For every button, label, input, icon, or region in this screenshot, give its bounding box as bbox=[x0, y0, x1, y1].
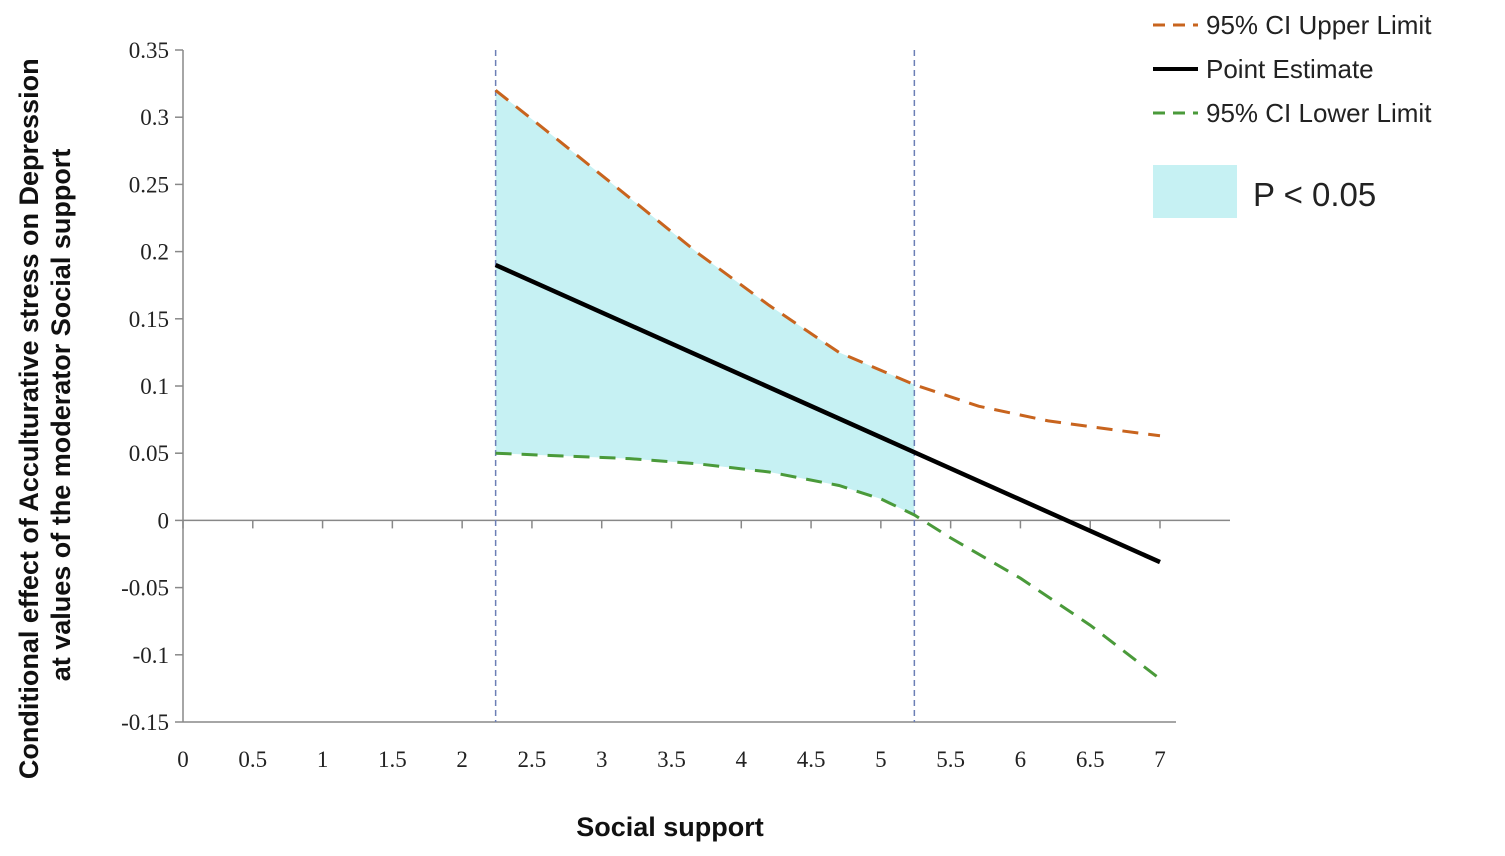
x-tick-label: 2 bbox=[456, 747, 468, 772]
x-tick-label: 4.5 bbox=[797, 747, 826, 772]
x-tick-label: 3 bbox=[596, 747, 608, 772]
x-axis-title: Social support bbox=[576, 812, 764, 842]
y-tick-label: -0.15 bbox=[121, 710, 169, 735]
y-tick-label: -0.1 bbox=[133, 643, 169, 668]
x-tick-label: 2.5 bbox=[518, 747, 547, 772]
y-axis-title-line-1: Conditional effect of Acculturative stre… bbox=[14, 58, 44, 779]
series-line-upper bbox=[494, 89, 1161, 438]
y-tick-label: 0.05 bbox=[129, 441, 169, 466]
x-tick-label: 5.5 bbox=[936, 747, 965, 772]
axes bbox=[175, 49, 1230, 723]
legend: 95% CI Upper Limit Point Estimate 95% CI… bbox=[1153, 10, 1432, 218]
x-tick-label: 4 bbox=[736, 747, 748, 772]
x-tick-label: 6 bbox=[1015, 747, 1027, 772]
x-tick-label: 3.5 bbox=[657, 747, 686, 772]
significance-region bbox=[495, 90, 915, 516]
y-axis-title: Conditional effect of Acculturative stre… bbox=[14, 51, 76, 779]
y-tick-label: 0.1 bbox=[140, 374, 169, 399]
y-tick-label: -0.05 bbox=[121, 576, 169, 601]
y-axis-title-line-2: at values of the moderator Social suppor… bbox=[46, 149, 76, 682]
x-tick-label: 6.5 bbox=[1076, 747, 1105, 772]
tick-labels: 0.35 0.3 0.25 0.2 0.15 0.1 0.05 0 -0.05 -0.1 -0.15… bbox=[121, 38, 1166, 772]
legend-label-point: Point Estimate bbox=[1206, 54, 1374, 84]
series-line-lower bbox=[495, 451, 1161, 681]
y-tick-label: 0 bbox=[158, 508, 170, 533]
x-tick-label: 1.5 bbox=[378, 747, 407, 772]
y-tick-label: 0.35 bbox=[129, 38, 169, 63]
x-tick-label: 5 bbox=[875, 747, 887, 772]
series-line-point bbox=[494, 262, 1161, 565]
y-tick-label: 0.25 bbox=[129, 172, 169, 197]
y-tick-label: 0.2 bbox=[140, 240, 169, 265]
legend-label-lower: 95% CI Lower Limit bbox=[1206, 98, 1432, 128]
x-tick-label: 0.5 bbox=[238, 747, 267, 772]
legend-region-label: P < 0.05 bbox=[1253, 176, 1376, 213]
y-tick-label: 0.15 bbox=[129, 307, 169, 332]
significance-region-fill bbox=[495, 90, 915, 516]
x-tick-label: 1 bbox=[317, 747, 329, 772]
legend-label-upper: 95% CI Upper Limit bbox=[1206, 10, 1432, 40]
legend-region-swatch bbox=[1153, 165, 1237, 218]
x-tick-label: 0 bbox=[177, 747, 189, 772]
y-tick-label: 0.3 bbox=[140, 105, 169, 130]
series-lines bbox=[494, 89, 1161, 681]
x-tick-label: 7 bbox=[1154, 747, 1166, 772]
